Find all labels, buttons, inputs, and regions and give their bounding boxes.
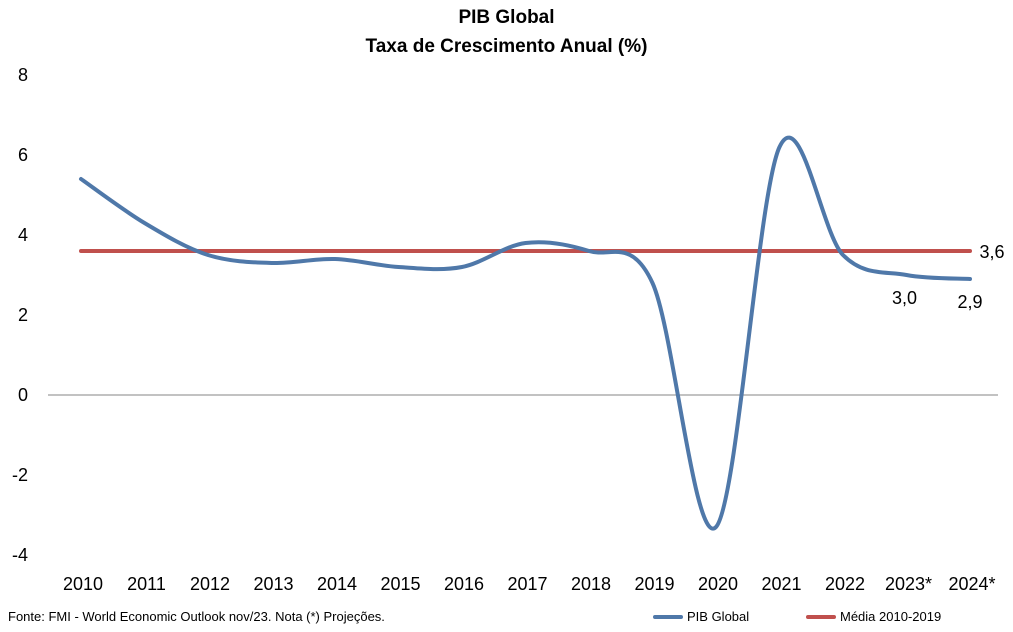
series-line-pib-global (79, 135, 972, 531)
y-tick-label: -4 (12, 545, 28, 565)
x-tick-label: 2021 (761, 574, 801, 594)
legend-item-pib-global: PIB Global (653, 609, 749, 624)
source-note: Fonte: FMI - World Economic Outlook nov/… (8, 609, 385, 624)
x-tick-label: 2018 (571, 574, 611, 594)
x-tick-label: 2022 (825, 574, 865, 594)
x-tick-label: 2020 (698, 574, 738, 594)
x-tick-label: 2017 (507, 574, 547, 594)
x-tick-label: 2013 (253, 574, 293, 594)
y-tick-label: 8 (18, 65, 28, 85)
data-label: 2,9 (957, 292, 982, 312)
x-tick-label: 2015 (380, 574, 420, 594)
x-tick-label: 2024* (948, 574, 995, 594)
x-tick-label: 2023* (885, 574, 932, 594)
x-tick-label: 2010 (63, 574, 103, 594)
x-tick-label: 2019 (634, 574, 674, 594)
y-tick-label: 4 (18, 225, 28, 245)
chart-subtitle: Taxa de Crescimento Anual (%) (365, 36, 648, 57)
legend-swatch-pib-global (653, 614, 683, 619)
y-tick-label: 0 (18, 385, 28, 405)
x-tick-label: 2014 (317, 574, 357, 594)
y-tick-label: 6 (18, 145, 28, 165)
legend-label-media: Média 2010-2019 (840, 609, 942, 624)
x-tick-label: 2012 (190, 574, 230, 594)
y-tick-label: -2 (12, 465, 28, 485)
x-tick-label: 2011 (127, 574, 166, 594)
data-label: 3,6 (979, 242, 1004, 262)
chart-title: PIB Global (458, 7, 555, 28)
x-tick-label: 2016 (444, 574, 484, 594)
y-tick-label: 2 (18, 305, 28, 325)
legend-item-media: Média 2010-2019 (806, 609, 941, 624)
legend-swatch-media (806, 614, 836, 619)
data-label: 3,0 (892, 288, 917, 308)
legend-label-pib-global: PIB Global (687, 609, 750, 624)
